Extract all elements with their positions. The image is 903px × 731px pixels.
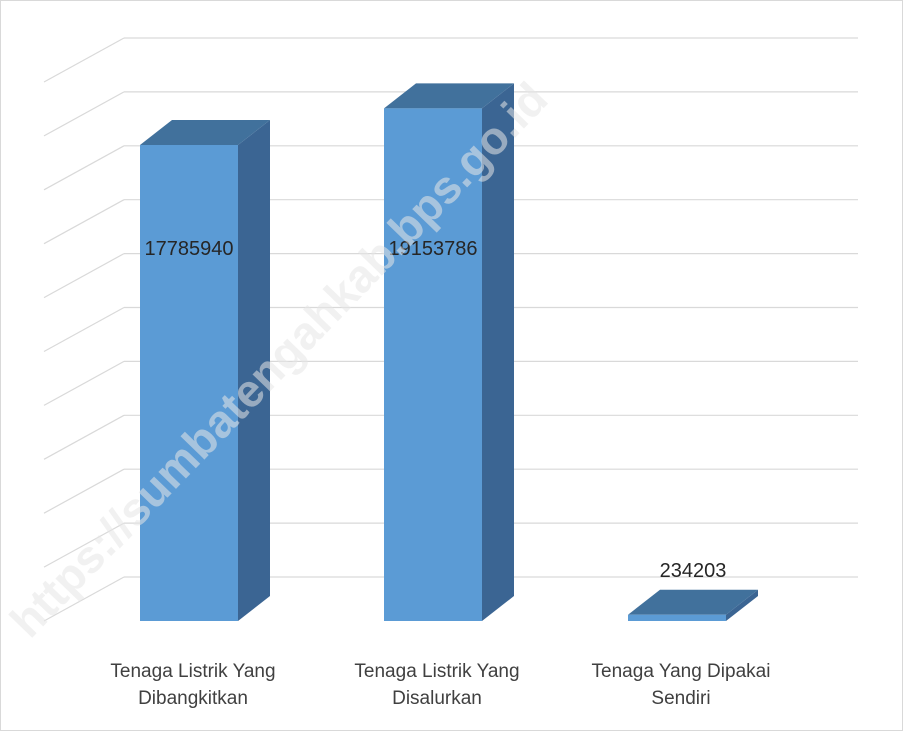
data-label: 19153786 <box>389 238 478 260</box>
gridline-diagonal <box>43 145 125 191</box>
category-label-line: Sendiri <box>651 688 710 709</box>
bar-side-face <box>726 589 758 621</box>
gridline-diagonal <box>43 91 125 137</box>
bar-front-face <box>384 108 482 622</box>
gridline-diagonal <box>43 360 125 406</box>
data-label: 234203 <box>660 560 727 582</box>
category-label-line: Disalurkan <box>392 688 482 709</box>
gridline-diagonal <box>43 468 125 514</box>
bars <box>140 83 758 622</box>
category-label: Tenaga Yang Dipakai Sendiri <box>592 661 771 709</box>
bar-front-face <box>628 614 726 621</box>
category-label-line: Tenaga Listrik Yang <box>110 661 275 682</box>
bar <box>384 83 514 622</box>
category-label: Tenaga Listrik Yang Dibangkitkan <box>110 661 275 709</box>
gridline-diagonal <box>43 253 125 299</box>
gridline-diagonal <box>43 522 125 568</box>
bar <box>628 589 758 621</box>
bar-side-face <box>238 120 270 621</box>
category-label-line: Dibangkitkan <box>138 688 248 709</box>
category-label-line: Tenaga Listrik Yang <box>354 661 519 682</box>
gridline-diagonal <box>43 306 125 353</box>
gridline-diagonal <box>43 414 125 460</box>
bar-top-face <box>384 83 514 109</box>
gridline-diagonal <box>43 37 125 83</box>
gridline-diagonal <box>43 199 125 245</box>
category-label-line: Tenaga Yang Dipakai <box>592 661 771 682</box>
bar <box>140 120 270 621</box>
bar-top-face <box>628 589 758 615</box>
data-labels: 17785940 19153786 234203 <box>145 238 727 582</box>
bar-side-face <box>482 83 514 622</box>
bar-front-face <box>140 145 238 621</box>
data-label: 17785940 <box>145 238 234 260</box>
category-label: Tenaga Listrik Yang Disalurkan <box>354 661 519 709</box>
bar-top-face <box>140 120 270 145</box>
gridline-diagonal <box>43 576 125 622</box>
